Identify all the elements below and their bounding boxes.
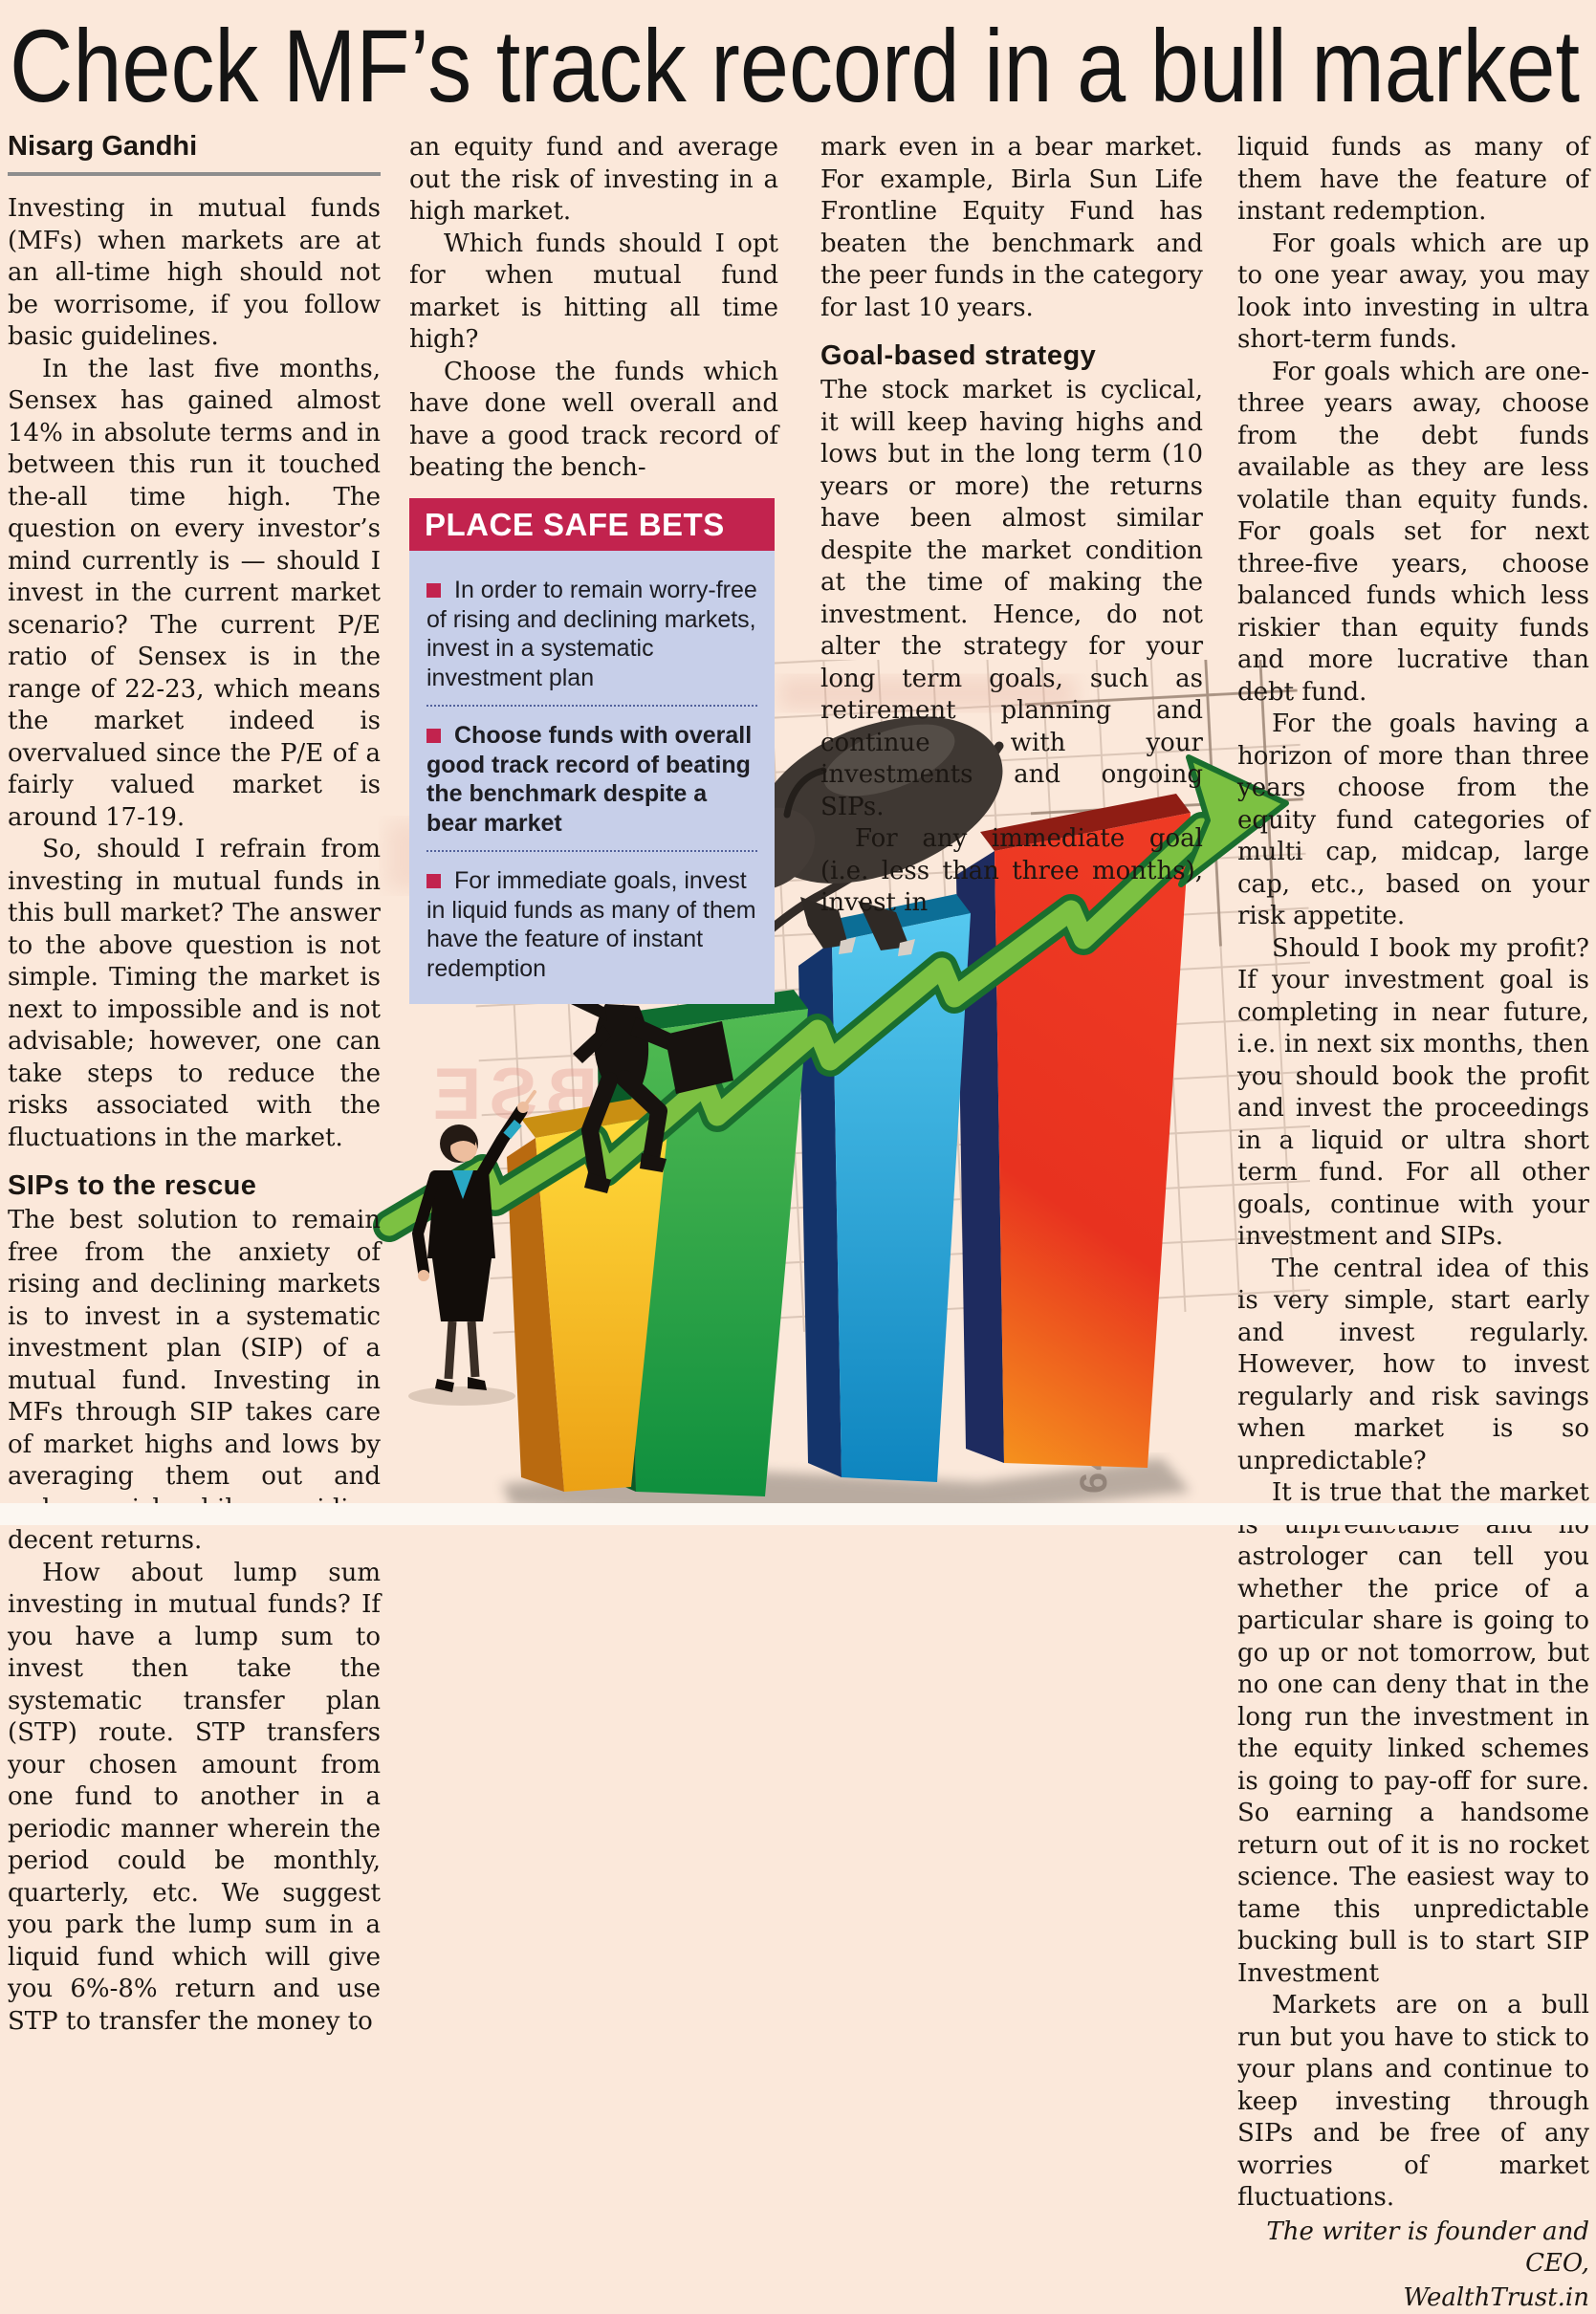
infobox-bullet: In order to remain worry-free of rising …	[426, 576, 757, 692]
woman-shoe2	[468, 1377, 487, 1390]
byline-rule	[8, 172, 381, 176]
infobox-bullet: Choose funds with overall good track rec…	[426, 721, 757, 838]
column-2: an equity fund and average out the risk …	[409, 132, 778, 1004]
bullet-square-icon	[426, 729, 441, 743]
newspaper-page: Check MF’s track record in a bull market…	[0, 0, 1596, 1525]
paragraph: Markets are on a bull run but you have t…	[1237, 1990, 1589, 2215]
paragraph: liquid funds as many of them have the fe…	[1237, 132, 1589, 229]
bullet-square-icon	[426, 874, 441, 888]
paragraph: The stock market is cyclical, it will ke…	[820, 375, 1203, 823]
paragraph: Investing in mutual funds (MFs) when mar…	[8, 193, 381, 354]
bullet-text: Choose funds with overall good track rec…	[426, 722, 752, 837]
woman-leg2	[471, 1321, 475, 1377]
author-credit-line1: The writer is founder and CEO,	[1237, 2216, 1589, 2281]
bullet-text: In order to remain worry-free of rising …	[426, 577, 757, 691]
paragraph: an equity fund and average out the risk …	[409, 132, 778, 229]
dotted-divider	[426, 705, 757, 707]
headline-area: Check MF’s track record in a bull market	[0, 6, 1596, 122]
paragraph: For goals which are one-three years away…	[1237, 357, 1589, 709]
paragraph: Which funds should I opt for when mutual…	[409, 229, 778, 357]
bullet-square-icon	[426, 583, 441, 598]
paragraph: In the last five months, Sensex has gain…	[8, 354, 381, 835]
paragraph: Choose the funds which have done well ov…	[409, 357, 778, 485]
woman-shadow	[408, 1386, 515, 1406]
article-title: Check MF’s track record in a bull market	[10, 8, 1580, 122]
column-1: Nisarg Gandhi Investing in mutual funds …	[8, 132, 381, 2038]
paragraph: mark even in a bear market. For example,…	[820, 132, 1203, 324]
byline: Nisarg Gandhi	[8, 132, 381, 161]
paragraph: How about lump sum investing in mutual f…	[8, 1558, 381, 2039]
page-bottom-margin	[0, 1503, 1596, 1525]
paragraph: For the goals having a horizon of more t…	[1237, 709, 1589, 933]
section-heading-sips: SIPs to the rescue	[8, 1169, 381, 1202]
woman-leg	[448, 1321, 452, 1379]
paragraph: So, should I refrain from investing in m…	[8, 834, 381, 1154]
column-4: liquid funds as many of them have the fe…	[1237, 132, 1589, 2314]
woman-skirt	[432, 1258, 492, 1321]
paragraph: For any immediate goal (i.e. less than t…	[820, 823, 1203, 920]
dotted-divider	[426, 850, 757, 852]
paragraph: It is true that the market is unpredicta…	[1237, 1477, 1589, 1990]
infobox-place-safe-bets: PLACE SAFE BETS In order to remain worry…	[409, 498, 775, 1005]
paragraph: The central idea of this is very simple,…	[1237, 1254, 1589, 1478]
bullet-text: For immediate goals, invest in liquid fu…	[426, 867, 756, 982]
section-heading-goal: Goal-based strategy	[820, 339, 1203, 372]
infobox-bullet: For immediate goals, invest in liquid fu…	[426, 866, 757, 983]
paragraph: Should I book my profit? If your investm…	[1237, 933, 1589, 1254]
author-credit-line2: WealthTrust.in	[1237, 2282, 1589, 2314]
paragraph: For goals which are up to one year away,…	[1237, 229, 1589, 357]
infobox-body: In order to remain worry-free of rising …	[409, 551, 775, 1004]
column-3: mark even in a bear market. For example,…	[820, 132, 1203, 920]
infobox-title: PLACE SAFE BETS	[409, 498, 775, 552]
